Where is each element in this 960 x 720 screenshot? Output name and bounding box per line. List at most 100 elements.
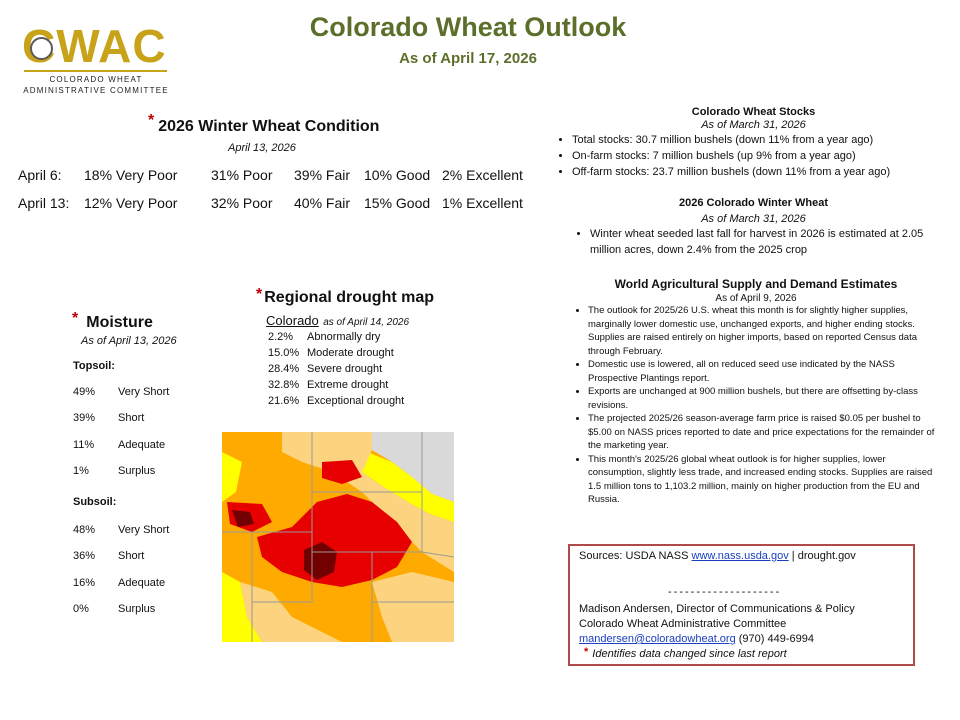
subsoil-level: Surplus <box>118 602 156 615</box>
sources-line: Sources: USDA NASS www.nass.usda.gov | d… <box>579 550 856 562</box>
condition-date: April 13, 2026 <box>228 142 296 154</box>
page-title: Colorado Wheat Outlook <box>309 12 627 42</box>
legend-note: * Identifies data changed since last repo… <box>584 646 787 660</box>
subsoil-level: Very Short <box>118 524 170 536</box>
winter-wheat-bullet: Winter wheat seeded last fall for harves… <box>590 226 935 258</box>
drought-map <box>222 432 454 642</box>
topsoil-level: Very Short <box>118 386 170 398</box>
moisture-date: As of April 13, 2026 <box>81 335 177 347</box>
stocks-list: Total stocks: 30.7 million bushels (down… <box>556 132 951 180</box>
drought-section: * Regional drought map Colorado as of Apr… <box>250 285 450 415</box>
condition-row-label: April 13: <box>18 195 70 211</box>
map-region-exceptional <box>232 510 254 527</box>
drought-pct: 15.0% <box>268 347 300 359</box>
drought-subheading: Colorado as of April 14, 2026 <box>266 312 409 330</box>
wasde-section: World Agricultural Supply and Demand Est… <box>572 277 940 507</box>
topsoil-level: Adequate <box>118 438 166 451</box>
drought-item: 32.8% Extreme drought <box>268 379 388 391</box>
subsoil-pct: 36% <box>73 550 96 563</box>
topsoil-pct: 11% <box>73 438 95 451</box>
drought-item: 28.4% Severe drought <box>268 363 382 375</box>
drought-pct: 2.2% <box>268 331 294 343</box>
wasde-bullet: Domestic use is lowered, all on reduced … <box>588 358 940 385</box>
map-region-extreme <box>257 494 412 587</box>
topsoil-pct: 39% <box>73 412 96 425</box>
condition-very-poor: 18% Very Poor <box>84 167 178 183</box>
topsoil-pct: 1% <box>73 464 89 477</box>
condition-section: * 2026 Winter Wheat Condition April 13, 2… <box>0 112 540 222</box>
map-region-moderate <box>372 572 454 642</box>
condition-fair: 40% Fair <box>294 195 351 211</box>
drought-pct: 21.6% <box>268 395 300 407</box>
subsoil-label: Subsoil: <box>73 496 117 508</box>
logo-subtitle: COLORADO WHEAT ADMINISTRATIVE COMMITTEE <box>23 75 169 95</box>
wasde-heading: World Agricultural Supply and Demand Est… <box>614 277 898 291</box>
stocks-bullet: Off-farm stocks: 23.7 million bushels (d… <box>572 164 951 180</box>
condition-very-poor: 12% Very Poor <box>84 195 178 211</box>
changed-marker: * <box>72 310 79 327</box>
drought-state: Colorado <box>266 313 319 328</box>
logo: CWAC COLORADO WHEAT ADMINISTRATIVE COMMI… <box>0 0 180 100</box>
logo-rule <box>24 70 167 72</box>
condition-poor: 32% Poor <box>211 195 273 211</box>
map-region-extreme <box>322 460 362 484</box>
topsoil-level: Surplus <box>118 464 156 477</box>
contact-line: mandersen@coloradowheat.org (970) 449-69… <box>579 633 814 645</box>
winter-wheat-date: As of March 31, 2026 <box>701 213 806 225</box>
drought-date: as of April 14, 2026 <box>323 317 410 328</box>
page-subtitle: As of April 17, 2026 <box>399 50 537 67</box>
wasde-bullet: The projected 2025/26 season-average far… <box>588 412 940 453</box>
drought-level: Extreme drought <box>307 379 389 391</box>
condition-poor: 31% Poor <box>211 167 273 183</box>
drought-item: 2.2% Abnormally dry <box>268 331 380 343</box>
nass-link[interactable]: www.nass.usda.gov <box>691 550 789 562</box>
topsoil-pct: 49% <box>73 386 96 398</box>
condition-good: 10% Good <box>364 167 431 183</box>
wasde-bullet: Exports are unchanged at 900 million bus… <box>588 385 940 412</box>
map-region-abnormally-dry <box>222 572 262 642</box>
stocks-section: Colorado Wheat Stocks As of March 31, 20… <box>556 106 951 180</box>
map-state-borders <box>222 432 454 642</box>
changed-marker: * <box>148 112 155 129</box>
wasde-date: As of April 9, 2026 <box>715 293 797 304</box>
map-region-none <box>372 432 454 502</box>
topsoil-level: Short <box>118 412 145 425</box>
drought-pct: 32.8% <box>268 379 300 391</box>
map-region-abnormally-dry <box>222 452 242 502</box>
winter-wheat-list: Winter wheat seeded last fall for harves… <box>556 226 951 258</box>
condition-fair: 39% Fair <box>294 167 351 183</box>
subsoil-level: Adequate <box>118 576 166 589</box>
condition-heading: * 2026 Winter Wheat Condition <box>148 112 380 135</box>
contact-name: Madison Andersen, Director of Communicat… <box>579 603 855 615</box>
subsoil-pct: 0% <box>73 602 89 615</box>
wasde-bullet: This month's 2025/26 global wheat outloo… <box>588 453 940 507</box>
condition-good: 15% Good <box>364 195 431 211</box>
drought-heading: * Regional drought map <box>256 286 435 306</box>
contact-org: Colorado Wheat Administrative Committee <box>579 618 787 630</box>
condition-excellent: 2% Excellent <box>442 167 523 183</box>
subsoil-pct: 16% <box>73 576 96 589</box>
drought-level: Moderate drought <box>307 347 394 359</box>
wasde-bullet: The outlook for 2025/26 U.S. wheat this … <box>588 304 940 358</box>
winter-wheat-section: 2026 Colorado Winter Wheat As of March 3… <box>556 197 951 258</box>
drought-item: 15.0% Moderate drought <box>268 347 394 359</box>
moisture-section: * Moisture As of April 13, 2026 Topsoil: … <box>60 308 240 628</box>
drought-item: 21.6% Exceptional drought <box>268 395 404 407</box>
moisture-heading: * Moisture <box>72 310 153 331</box>
drought-level: Severe drought <box>307 363 383 375</box>
changed-marker: * <box>584 646 589 658</box>
map-region-abnormally-dry <box>362 450 454 522</box>
subsoil-pct: 48% <box>73 524 96 536</box>
map-region-moderate <box>240 582 342 642</box>
drought-pct: 28.4% <box>268 363 300 375</box>
wasde-list: The outlook for 2025/26 U.S. wheat this … <box>572 304 940 507</box>
sources-divider: -------------------- <box>668 586 782 598</box>
drought-level: Exceptional drought <box>307 395 405 407</box>
changed-marker: * <box>256 286 263 303</box>
condition-excellent: 1% Excellent <box>442 195 523 211</box>
contact-email-link[interactable]: mandersen@coloradowheat.org <box>579 633 736 645</box>
subsoil-level: Short <box>118 550 145 563</box>
condition-row-label: April 6: <box>18 167 62 183</box>
logo-emblem <box>30 37 53 60</box>
stocks-date: As of March 31, 2026 <box>701 119 806 131</box>
